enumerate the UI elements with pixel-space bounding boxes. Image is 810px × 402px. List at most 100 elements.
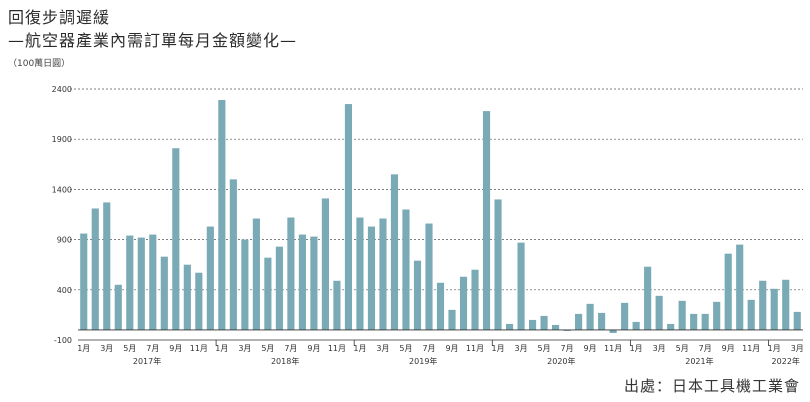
x-tick-label: 5月 bbox=[676, 344, 689, 353]
x-tick-label: 9月 bbox=[445, 344, 458, 353]
bar-2017-05 bbox=[126, 235, 134, 330]
bar-2018-12 bbox=[344, 104, 353, 330]
bar-2021-06 bbox=[690, 313, 698, 330]
data-source: 出處：日本工具機工業會 bbox=[623, 377, 800, 395]
bar-2020-02 bbox=[505, 323, 514, 330]
bar-2021-12 bbox=[759, 280, 767, 330]
x-tick-label: 11月 bbox=[604, 344, 622, 353]
y-tick-label: -100 bbox=[54, 336, 72, 345]
bar-2017-10 bbox=[183, 264, 191, 330]
x-tick-label: 3月 bbox=[238, 344, 251, 353]
x-tick-label: 1月 bbox=[768, 344, 781, 353]
bar-2017-12 bbox=[206, 226, 214, 330]
bar-2018-10 bbox=[321, 198, 329, 330]
x-tick-label: 5月 bbox=[538, 344, 551, 353]
x-tick-label: 11月 bbox=[742, 344, 760, 353]
x-tick-label: 1月 bbox=[491, 344, 504, 353]
x-tick-label: 7月 bbox=[284, 344, 297, 353]
bar-2019-10 bbox=[459, 276, 468, 330]
bar-2019-09 bbox=[448, 309, 456, 330]
bar-2021-08 bbox=[713, 301, 721, 330]
chart-title: 回復步調遲緩 bbox=[8, 8, 111, 27]
bar-2021-07 bbox=[701, 313, 709, 330]
x-tick-label: 9月 bbox=[584, 344, 597, 353]
bar-2019-04 bbox=[390, 174, 399, 330]
bar-2018-08 bbox=[298, 234, 306, 330]
bar-2021-01 bbox=[632, 321, 640, 330]
x-tick-label: 7月 bbox=[422, 344, 435, 353]
year-label: 2020年 bbox=[547, 356, 575, 366]
y-tick-label: 1900 bbox=[52, 135, 72, 144]
bar-2022-02 bbox=[782, 279, 790, 330]
bar-2019-06 bbox=[413, 260, 422, 330]
y-tick-label: 900 bbox=[57, 236, 72, 245]
bar-2020-08 bbox=[575, 313, 583, 330]
x-tick-label: 1月 bbox=[215, 344, 228, 353]
bar-2021-11 bbox=[747, 299, 755, 330]
bars bbox=[80, 100, 801, 333]
x-tick-label: 9月 bbox=[307, 344, 320, 353]
bar-2021-10 bbox=[736, 244, 744, 330]
y-tick-label: 1400 bbox=[52, 185, 72, 194]
bar-2019-03 bbox=[379, 218, 387, 330]
bar-2021-03 bbox=[655, 295, 663, 330]
bar-2020-05 bbox=[540, 315, 548, 330]
bar-2018-09 bbox=[310, 236, 318, 330]
x-tick-label: 11月 bbox=[190, 344, 208, 353]
x-tick-label: 5月 bbox=[261, 344, 274, 353]
x-tick-label: 3月 bbox=[791, 344, 804, 353]
x-tick-label: 1月 bbox=[630, 344, 643, 353]
x-tick-label: 7月 bbox=[561, 344, 574, 353]
x-tick-label: 11月 bbox=[328, 344, 346, 353]
year-label: 2019年 bbox=[409, 356, 437, 366]
bar-2019-07 bbox=[425, 223, 433, 330]
year-label: 2021年 bbox=[685, 356, 713, 366]
bar-2018-03 bbox=[241, 239, 249, 330]
x-tick-label: 3月 bbox=[100, 344, 113, 353]
bar-2017-11 bbox=[195, 272, 203, 330]
x-tick-label: 7月 bbox=[699, 344, 712, 353]
bar-2018-05 bbox=[264, 257, 272, 330]
bar-2019-08 bbox=[436, 282, 445, 330]
bar-2018-04 bbox=[252, 218, 260, 330]
bar-2017-04 bbox=[114, 284, 122, 330]
x-tick-label: 3月 bbox=[376, 344, 389, 353]
bar-2020-04 bbox=[528, 319, 537, 330]
y-tick-label: 2400 bbox=[52, 85, 72, 94]
bar-2019-12 bbox=[482, 111, 491, 330]
bar-2021-02 bbox=[644, 266, 652, 330]
bar-2022-01 bbox=[770, 288, 778, 330]
bar-2020-09 bbox=[586, 303, 594, 330]
bar-2017-02 bbox=[91, 208, 99, 330]
bar-2021-04 bbox=[667, 323, 675, 330]
bar-2020-11 bbox=[609, 329, 617, 333]
bar-2022-03 bbox=[793, 311, 801, 330]
x-tick-label: 1月 bbox=[77, 344, 90, 353]
x-tick-label: 7月 bbox=[146, 344, 159, 353]
x-tick-label: 11月 bbox=[466, 344, 484, 353]
bar-2018-01 bbox=[218, 100, 226, 330]
x-tick-label: 3月 bbox=[653, 344, 666, 353]
bar-2021-09 bbox=[724, 253, 732, 330]
bar-2020-10 bbox=[598, 312, 606, 330]
year-label: 2018年 bbox=[271, 356, 299, 366]
x-tick-label: 5月 bbox=[399, 344, 412, 353]
bar-2019-05 bbox=[402, 209, 410, 330]
bar-2020-03 bbox=[517, 242, 525, 330]
bar-2020-01 bbox=[494, 199, 502, 330]
grid-lines bbox=[70, 88, 803, 291]
year-label: 2017年 bbox=[133, 356, 161, 366]
x-tick-label: 5月 bbox=[123, 344, 136, 353]
bar-2018-06 bbox=[275, 246, 283, 330]
bar-2017-08 bbox=[160, 256, 168, 330]
x-tick-label: 3月 bbox=[515, 344, 528, 353]
bar-2017-09 bbox=[172, 148, 180, 330]
bar-2018-11 bbox=[333, 280, 341, 330]
bar-2017-06 bbox=[137, 237, 145, 330]
y-axis-unit: （100萬日圓） bbox=[8, 59, 71, 69]
bar-2020-12 bbox=[621, 302, 629, 330]
year-label: 2022年 bbox=[772, 356, 800, 366]
bar-2019-01 bbox=[356, 217, 364, 330]
bar-2018-07 bbox=[287, 217, 295, 330]
